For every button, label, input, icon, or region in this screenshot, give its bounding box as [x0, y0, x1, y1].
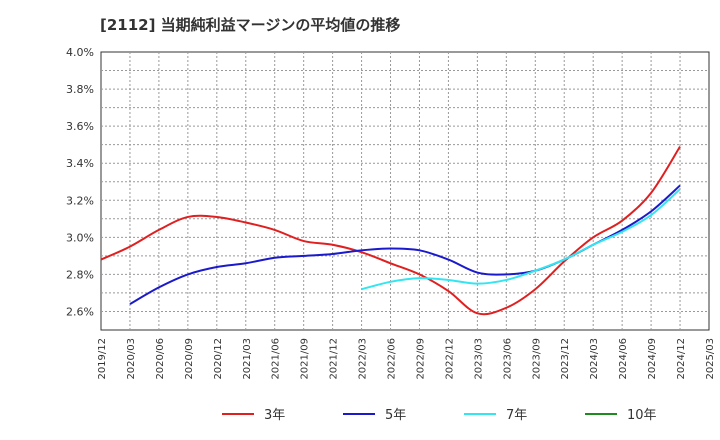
x-tick-label: 2024/09: [647, 338, 658, 380]
y-tick-label: 4.0%: [66, 46, 94, 59]
x-tick-label: 2021/12: [329, 338, 340, 380]
x-tick-label: 2020/09: [184, 338, 195, 380]
legend: 3年 5年 7年 10年: [222, 408, 657, 423]
x-tick-label: 2021/09: [300, 338, 311, 380]
y-tick-label: 3.0%: [66, 231, 94, 244]
y-tick-label: 3.6%: [66, 120, 94, 133]
legend-label: 7年: [506, 408, 527, 423]
y-tick-label: 3.4%: [66, 157, 94, 170]
x-tick-label: 2022/03: [358, 338, 369, 380]
x-axis-ticks: 2019/12 2020/03 2020/06 2020/09 2020/12 2021/…: [97, 338, 716, 380]
x-tick-label: 2024/03: [589, 338, 600, 380]
y-axis-ticks: 2.6% 2.8% 3.0% 3.2% 3.4% 3.6% 3.8% 4.0%: [66, 46, 94, 318]
x-tick-label: 2024/12: [676, 338, 687, 380]
x-tick-label: 2022/06: [387, 338, 398, 380]
x-tick-label: 2023/12: [560, 338, 571, 380]
y-tick-label: 3.2%: [66, 194, 94, 207]
series-lines: [100, 145, 681, 316]
plot-area: [100, 51, 710, 331]
chart-title: [2112] 当期純利益マージンの平均値の推移: [100, 16, 401, 34]
x-tick-label: 2019/12: [97, 338, 108, 380]
x-tick-label: 2022/12: [444, 338, 455, 380]
x-tick-label: 2021/03: [242, 338, 253, 380]
x-tick-label: 2020/03: [126, 338, 137, 380]
legend-label: 3年: [264, 408, 285, 423]
x-tick-label: 2025/03: [705, 338, 716, 380]
x-tick-label: 2022/09: [415, 338, 426, 380]
x-tick-label: 2024/06: [618, 338, 629, 380]
x-tick-label: 2023/09: [531, 338, 542, 380]
legend-label: 10年: [627, 408, 657, 423]
x-tick-label: 2020/06: [155, 338, 166, 380]
grid-lines: [101, 52, 709, 330]
x-tick-label: 2021/06: [271, 338, 282, 380]
y-tick-label: 2.6%: [66, 305, 94, 318]
legend-label: 5年: [385, 408, 406, 423]
series-line-7年: [361, 188, 681, 291]
x-tick-label: 2020/12: [213, 338, 224, 380]
y-tick-label: 2.8%: [66, 268, 94, 281]
x-tick-label: 2023/03: [473, 338, 484, 380]
x-tick-label: 2023/06: [502, 338, 513, 380]
y-tick-label: 3.8%: [66, 83, 94, 96]
series-line-3年: [100, 145, 681, 316]
